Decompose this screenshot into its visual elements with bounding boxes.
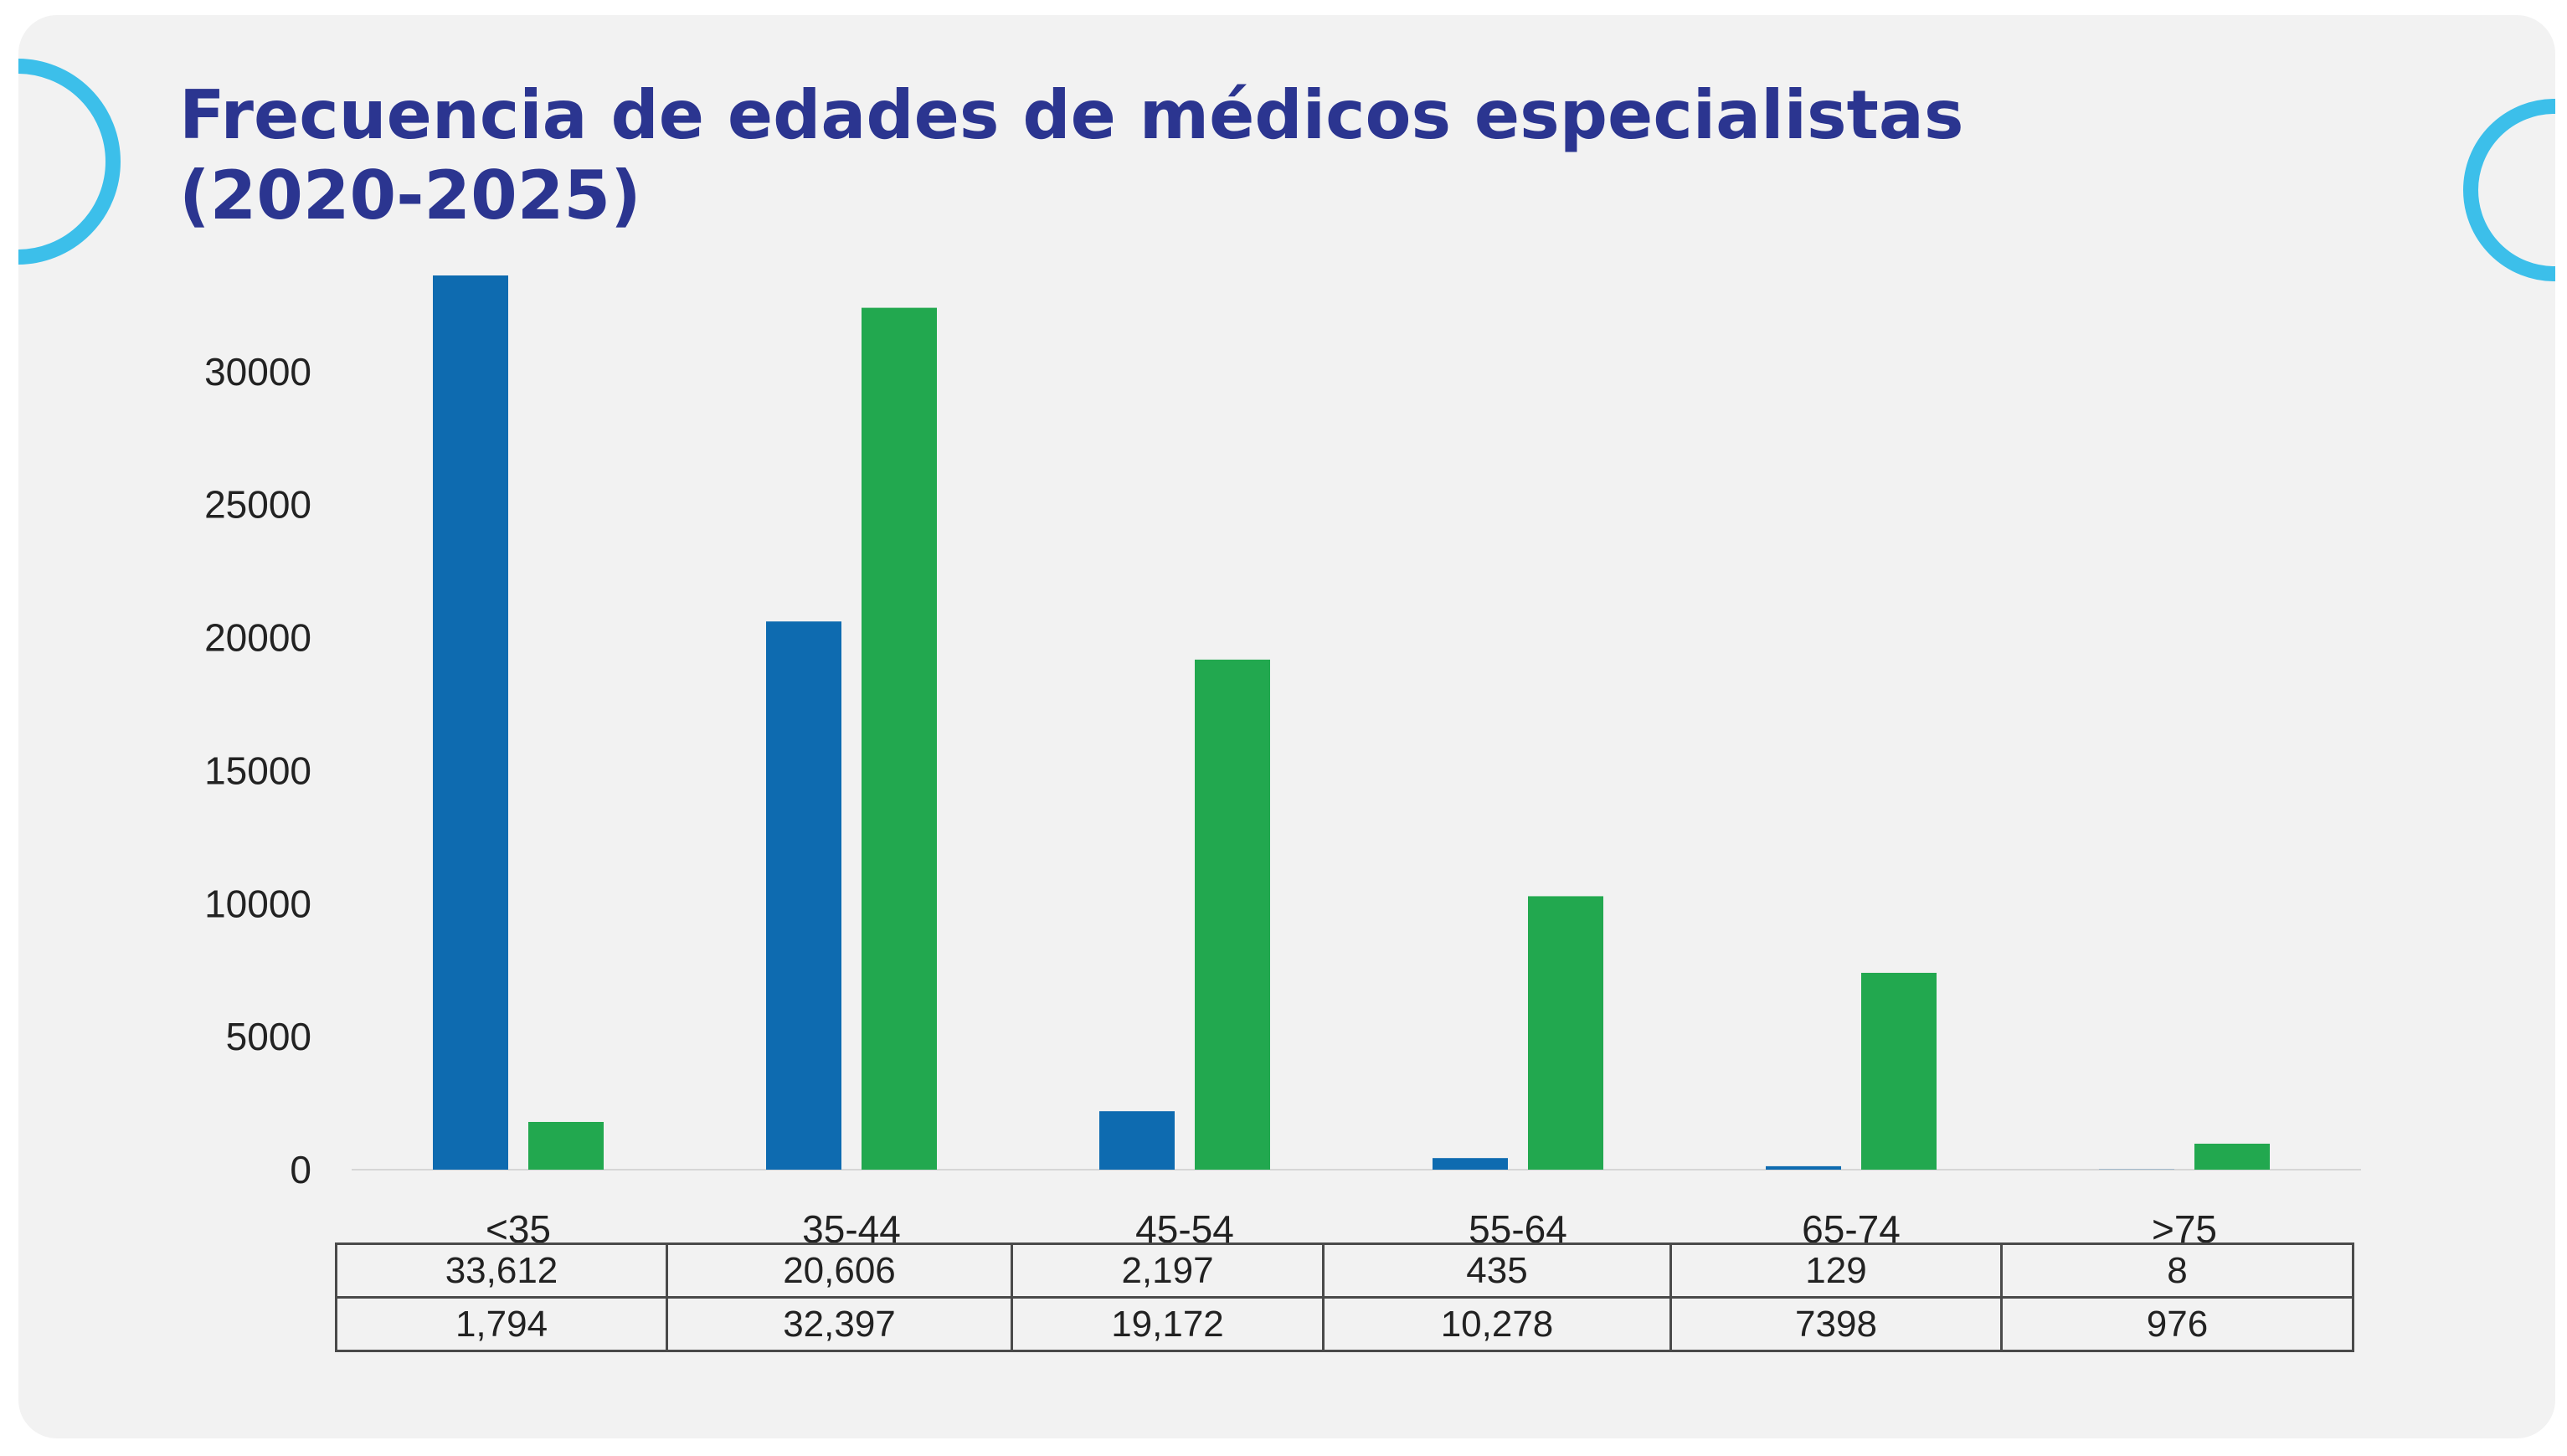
slide-title: Frecuencia de edades de médicos especial… [179, 75, 2105, 236]
y-tick-label: 10000 [204, 882, 311, 925]
y-tick-label: 30000 [204, 350, 311, 394]
bar-series-2 [528, 1121, 604, 1170]
y-tick-label: 0 [290, 1148, 311, 1191]
title-line-1: Frecuencia de edades de médicos especial… [179, 76, 1964, 154]
table-cell: 32,397 [666, 1296, 1013, 1352]
bar-series-1 [1433, 1158, 1508, 1170]
bar-series-1 [1766, 1165, 1841, 1170]
bar-series-2 [862, 307, 937, 1170]
bar-series-2 [1861, 972, 1937, 1170]
table-cell: 8 [2000, 1242, 2354, 1299]
y-tick-label: 15000 [204, 749, 311, 792]
bar-series-1 [766, 621, 841, 1170]
bar-series-1 [433, 275, 508, 1170]
table-cell: 976 [2000, 1296, 2354, 1352]
table-row: 33,612 20,606 2,197 435 129 8 [335, 1242, 2354, 1299]
table-cell: 7398 [1669, 1296, 2003, 1352]
y-tick-label: 25000 [204, 483, 311, 527]
table-row: 1,794 32,397 19,172 10,278 7398 976 [335, 1296, 2354, 1352]
bar-series-2 [1528, 896, 1603, 1170]
bar-series-2 [1195, 659, 1270, 1170]
data-table: 33,612 20,606 2,197 435 129 8 1,794 32,3… [335, 1242, 2354, 1352]
table-cell: 19,172 [1011, 1296, 1325, 1352]
y-tick-label: 20000 [204, 616, 311, 660]
table-cell: 435 [1322, 1242, 1672, 1299]
title-line-2: (2020-2025) [179, 157, 641, 234]
table-cell: 2,197 [1011, 1242, 1325, 1299]
bar-series-2 [2194, 1143, 2270, 1170]
table-cell: 20,606 [666, 1242, 1013, 1299]
table-cell: 33,612 [335, 1242, 668, 1299]
table-cell: 129 [1669, 1242, 2003, 1299]
bar-series-1 [1099, 1111, 1175, 1170]
table-cell: 1,794 [335, 1296, 668, 1352]
y-tick-label: 5000 [226, 1015, 311, 1058]
table-cell: 10,278 [1322, 1296, 1672, 1352]
